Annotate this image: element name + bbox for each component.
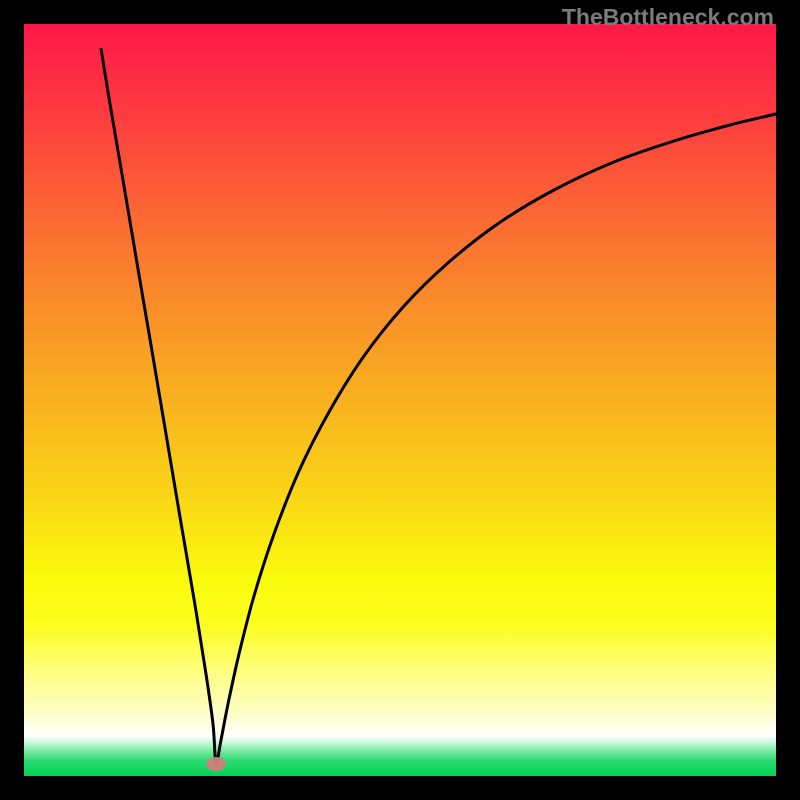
chart-svg xyxy=(0,0,800,800)
min-point-marker xyxy=(206,757,226,771)
plot-background xyxy=(24,24,776,776)
chart-frame: TheBottleneck.com xyxy=(0,0,800,800)
watermark-text: TheBottleneck.com xyxy=(562,4,774,31)
